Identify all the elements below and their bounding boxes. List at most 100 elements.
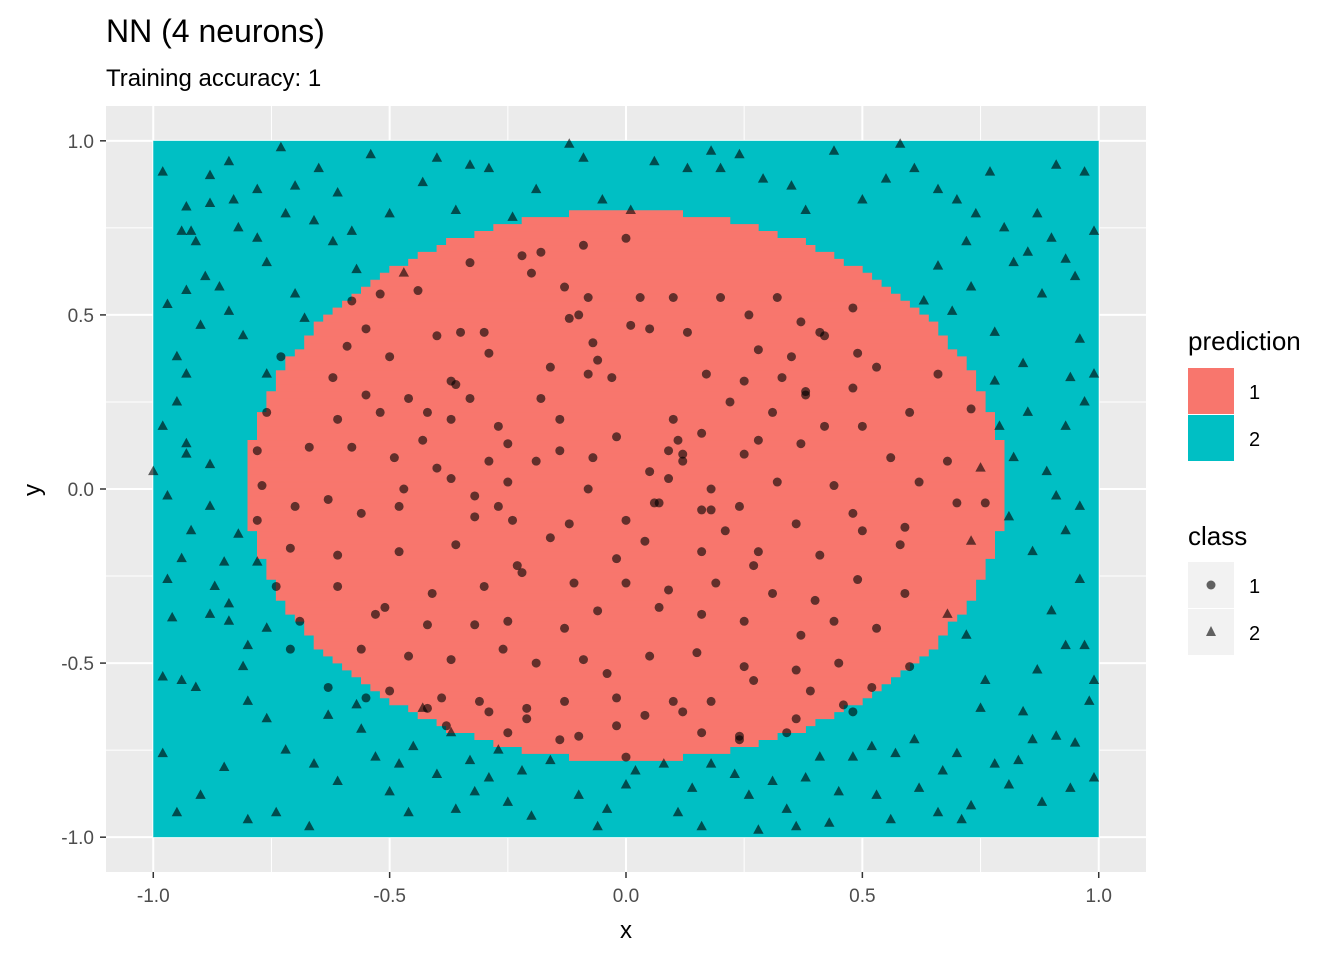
- point-class-2: [1065, 782, 1076, 792]
- point-class-2: [1036, 288, 1048, 298]
- point-class-1: [593, 355, 603, 365]
- point-class-1: [786, 352, 796, 362]
- point-class-1: [612, 432, 622, 442]
- point-class-1: [753, 435, 763, 445]
- point-class-2: [767, 775, 778, 785]
- point-class-1: [848, 383, 858, 393]
- point-class-1: [739, 376, 749, 386]
- point-class-1: [271, 581, 281, 591]
- point-class-1: [578, 655, 588, 665]
- point-class-1: [437, 693, 447, 703]
- point-class-2: [913, 782, 925, 792]
- point-class-2: [237, 329, 249, 340]
- point-class-1: [522, 714, 532, 724]
- point-class-2: [1041, 465, 1052, 476]
- point-class-1: [791, 519, 801, 529]
- point-class-1: [829, 481, 839, 491]
- point-class-1: [432, 463, 442, 473]
- legend-class-label-2: 2: [1249, 623, 1260, 645]
- point-class-1: [347, 296, 357, 306]
- point-class-1: [612, 554, 622, 564]
- point-class-2: [398, 267, 410, 277]
- point-class-2: [1046, 232, 1057, 242]
- point-class-1: [905, 407, 915, 417]
- point-class-1: [560, 623, 570, 633]
- point-class-1: [441, 721, 451, 731]
- point-class-2: [1050, 489, 1062, 500]
- point-class-2: [261, 622, 272, 632]
- point-class-1: [820, 331, 830, 341]
- point-class-2: [1060, 420, 1071, 430]
- point-class-2: [157, 166, 168, 176]
- point-class-2: [464, 159, 476, 169]
- point-class-2: [1074, 500, 1086, 510]
- point-class-2: [833, 785, 844, 796]
- point-class-2: [181, 284, 192, 295]
- point-class-1: [796, 439, 806, 449]
- point-class-1: [782, 728, 792, 738]
- point-class-1: [333, 414, 343, 424]
- point-class-1: [701, 369, 711, 379]
- point-class-1: [668, 293, 678, 302]
- point-class-1: [801, 390, 811, 400]
- point-class-1: [465, 258, 475, 268]
- point-class-2: [252, 556, 263, 566]
- point-class-1: [838, 700, 848, 710]
- point-class-1: [720, 526, 730, 536]
- point-class-1: [697, 547, 707, 557]
- point-class-2: [417, 702, 428, 712]
- point-class-2: [1074, 573, 1086, 584]
- point-class-2: [1027, 545, 1038, 556]
- point-class-2: [932, 260, 944, 270]
- point-class-2: [204, 169, 216, 180]
- point-class-1: [422, 620, 432, 630]
- point-class-1: [796, 317, 806, 327]
- point-class-1: [886, 453, 896, 463]
- point-class-1: [262, 407, 272, 417]
- point-class-1: [446, 474, 456, 484]
- point-class-1: [791, 665, 801, 675]
- point-class-1: [385, 686, 395, 696]
- x-tick-label: 0.0: [613, 886, 639, 907]
- point-class-2: [322, 709, 334, 719]
- point-class-1: [252, 446, 262, 456]
- point-class-1: [706, 696, 716, 706]
- point-class-1: [777, 373, 787, 383]
- point-class-1: [333, 581, 343, 591]
- point-class-2: [696, 820, 707, 831]
- point-class-2: [814, 751, 826, 761]
- point-class-2: [450, 803, 462, 813]
- point-class-1: [328, 373, 338, 383]
- point-class-1: [749, 561, 759, 571]
- point-class-2: [223, 597, 235, 608]
- point-class-2: [932, 183, 944, 194]
- point-class-2: [417, 176, 428, 187]
- point-class-2: [1003, 510, 1015, 521]
- chart-title: NN (4 neurons): [106, 13, 325, 49]
- point-class-2: [308, 758, 320, 768]
- point-class-2: [332, 187, 343, 197]
- point-class-2: [181, 448, 192, 458]
- point-class-1: [470, 512, 480, 522]
- point-class-1: [768, 407, 778, 417]
- point-class-2: [502, 796, 514, 806]
- point-class-1: [498, 644, 508, 654]
- point-class-1: [933, 369, 943, 379]
- point-class-2: [450, 204, 462, 214]
- point-class-2: [204, 197, 216, 207]
- point-class-1: [295, 616, 305, 626]
- point-class-2: [965, 535, 977, 545]
- point-class-2: [526, 810, 537, 820]
- point-class-2: [1079, 639, 1090, 650]
- point-class-1: [493, 501, 503, 511]
- point-class-2: [162, 573, 173, 584]
- point-class-1: [772, 477, 782, 487]
- point-class-1: [621, 515, 631, 525]
- point-class-1: [607, 373, 617, 383]
- point-class-2: [1013, 754, 1024, 765]
- point-class-2: [880, 173, 892, 183]
- point-class-1: [664, 474, 674, 484]
- point-class-2: [951, 194, 963, 204]
- point-class-1: [342, 341, 352, 351]
- point-class-2: [753, 824, 764, 834]
